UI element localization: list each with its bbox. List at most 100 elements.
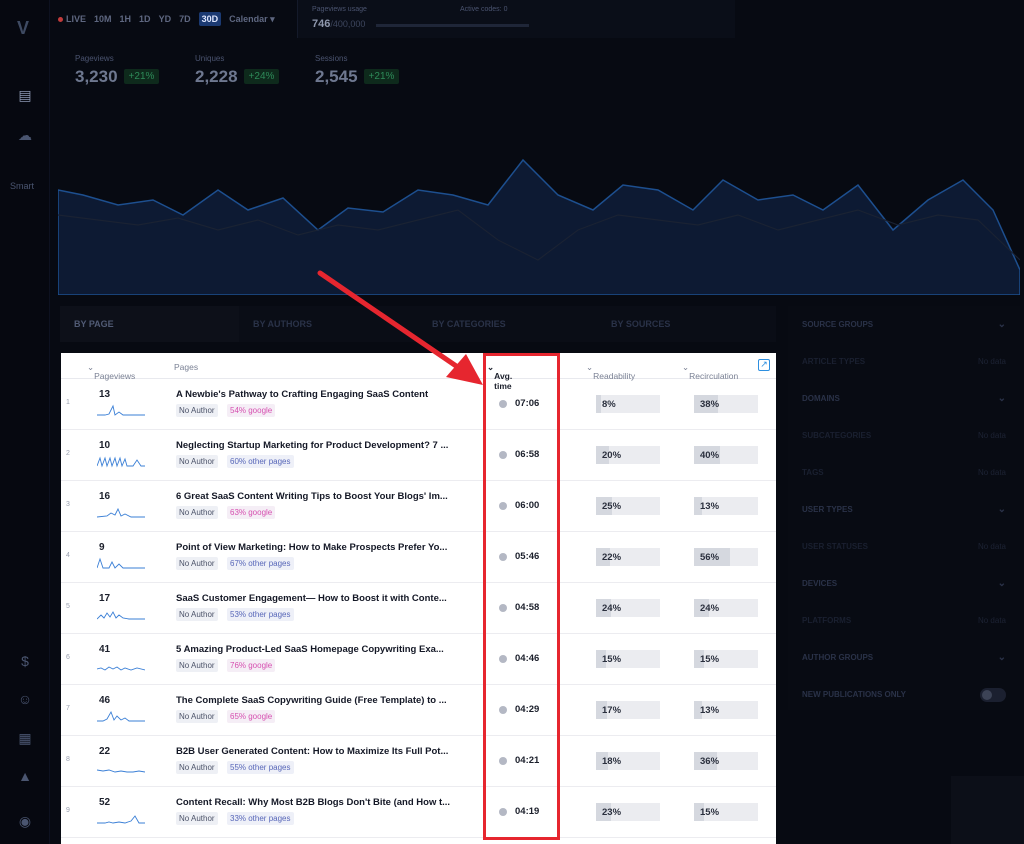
- sort-avg-time[interactable]: ⌄ Avg. time: [487, 362, 513, 391]
- table-row[interactable]: 4 9 Point of View Marketing: How to Make P…: [61, 532, 776, 583]
- filter-new-publications: NEW PUBLICATIONS ONLY: [788, 676, 1020, 713]
- row-pageviews: 9: [99, 542, 105, 553]
- row-page-title[interactable]: Content Recall: Why Most B2B Blogs Don't…: [176, 797, 451, 808]
- row-index: 5: [66, 603, 70, 610]
- table-row[interactable]: 7 46 The Complete SaaS Copywriting Guide (…: [61, 685, 776, 736]
- row-source-tag[interactable]: 54% google: [227, 404, 276, 417]
- row-recirculation-bar: 15%: [694, 650, 758, 668]
- metric-pageviews[interactable]: Pageviews 3,230 +21%: [75, 54, 160, 87]
- metric-sessions[interactable]: Sessions 2,545 +21%: [315, 54, 400, 87]
- table-row[interactable]: 5 17 SaaS Customer Engagement— How to Boos…: [61, 583, 776, 634]
- row-author-tag[interactable]: No Author: [176, 506, 218, 519]
- chevron-down-icon: ⌄: [997, 319, 1006, 330]
- row-page-title[interactable]: A Newbie's Pathway to Crafting Engaging …: [176, 389, 429, 400]
- settings-icon[interactable]: ◉: [18, 813, 32, 829]
- docs-icon[interactable]: ▦: [18, 730, 32, 746]
- row-source-tag[interactable]: 55% other pages: [227, 761, 294, 774]
- breakdown-tabs: BY PAGE BY AUTHORS BY CATEGORIES BY SOUR…: [60, 306, 776, 342]
- row-author-tag[interactable]: No Author: [176, 455, 218, 468]
- filter-article-types[interactable]: ARTICLE TYPES No data: [802, 357, 1006, 366]
- row-source-tag[interactable]: 60% other pages: [227, 455, 294, 468]
- tab-by-categories[interactable]: BY CATEGORIES: [432, 319, 506, 329]
- table-row[interactable]: 1 13 A Newbie's Pathway to Crafting Engagi…: [61, 379, 776, 430]
- row-page-title[interactable]: SaaS Customer Engagement— How to Boost i…: [176, 593, 447, 604]
- table-row[interactable]: 3 16 6 Great SaaS Content Writing Tips to …: [61, 481, 776, 532]
- filter-user-types[interactable]: USER TYPES ⌄: [802, 504, 1006, 515]
- user-icon[interactable]: ☺: [17, 691, 33, 707]
- row-page-title[interactable]: 5 Amazing Product-Led SaaS Homepage Copy…: [176, 644, 444, 655]
- filter-devices[interactable]: DEVICES ⌄: [802, 578, 1006, 589]
- row-author-tag[interactable]: No Author: [176, 557, 218, 570]
- row-author-tag[interactable]: No Author: [176, 812, 218, 825]
- sort-recirculation[interactable]: ⌄ Recirculation: [682, 362, 739, 381]
- filter-author-groups[interactable]: AUTHOR GROUPS ⌄: [802, 652, 1006, 663]
- chevron-down-icon: ⌄: [997, 393, 1006, 404]
- row-readability-bar: 17%: [596, 701, 660, 719]
- filter-domains[interactable]: DOMAINS ⌄: [802, 393, 1006, 404]
- sort-readability[interactable]: ⌄ Readability: [586, 362, 636, 381]
- row-author-tag[interactable]: No Author: [176, 710, 218, 723]
- chevron-down-icon: ⌄: [997, 652, 1006, 663]
- usage-label: Pageviews usage: [312, 6, 367, 13]
- range-yd[interactable]: YD: [158, 14, 172, 24]
- calendar-dropdown[interactable]: Calendar ▾: [229, 13, 275, 24]
- sort-pageviews[interactable]: ⌄ Pageviews: [87, 362, 136, 381]
- row-pageviews: 17: [99, 593, 111, 604]
- row-index: 3: [66, 501, 70, 508]
- range-30d[interactable]: 30D: [198, 12, 222, 26]
- clock-icon: [499, 655, 507, 663]
- row-page-title[interactable]: B2B User Generated Content: How to Maxim…: [176, 746, 449, 757]
- row-index: 8: [66, 756, 70, 763]
- row-source-tag[interactable]: 76% google: [227, 659, 276, 672]
- row-pageviews: 41: [99, 644, 111, 655]
- filter-user-statuses[interactable]: USER STATUSES No data: [802, 542, 1006, 551]
- filter-platforms[interactable]: PLATFORMS No data: [802, 616, 1006, 625]
- cloud-icon[interactable]: ☁: [18, 127, 32, 143]
- row-source-tag[interactable]: 63% google: [227, 506, 276, 519]
- dashboard-icon[interactable]: ▤: [18, 87, 32, 103]
- row-sparkline: [97, 710, 145, 722]
- row-source-tag[interactable]: 33% other pages: [227, 812, 294, 825]
- row-page-title[interactable]: 6 Great SaaS Content Writing Tips to Boo…: [176, 491, 448, 502]
- billing-icon[interactable]: $: [21, 653, 29, 669]
- filter-source-groups[interactable]: SOURCE GROUPS ⌄: [802, 319, 1006, 330]
- range-7d[interactable]: 7D: [179, 14, 191, 24]
- row-recirculation-bar: 24%: [694, 599, 758, 617]
- row-author-tag[interactable]: No Author: [176, 761, 218, 774]
- tab-by-page[interactable]: BY PAGE: [60, 306, 239, 342]
- pages-table: ⌄ Pageviews Pages ⌄ Avg. time ⌄ Readabil…: [61, 353, 776, 844]
- row-source-tag[interactable]: 65% google: [227, 710, 276, 723]
- row-avg-time: 06:00: [515, 500, 540, 511]
- row-source-tag[interactable]: 67% other pages: [227, 557, 294, 570]
- table-row[interactable]: 8 22 B2B User Generated Content: How to Ma…: [61, 736, 776, 787]
- range-1h[interactable]: 1H: [119, 14, 132, 24]
- education-icon[interactable]: ▲: [18, 768, 32, 784]
- clock-icon: [499, 502, 507, 510]
- app-logo[interactable]: V: [17, 18, 30, 38]
- row-author-tag[interactable]: No Author: [176, 608, 218, 621]
- tab-by-sources[interactable]: BY SOURCES: [611, 319, 671, 329]
- range-10m[interactable]: 10M: [94, 14, 112, 24]
- table-row[interactable]: 9 52 Content Recall: Why Most B2B Blogs Do…: [61, 787, 776, 838]
- row-author-tag[interactable]: No Author: [176, 404, 218, 417]
- row-author-tag[interactable]: No Author: [176, 659, 218, 672]
- time-range-bar: LIVE 10M 1H 1D YD 7D 30D Calendar ▾: [58, 8, 275, 30]
- row-page-title[interactable]: Point of View Marketing: How to Make Pro…: [176, 542, 448, 553]
- range-1d[interactable]: 1D: [139, 14, 151, 24]
- live-button[interactable]: LIVE: [58, 14, 86, 24]
- row-page-title[interactable]: Neglecting Startup Marketing for Product…: [176, 440, 449, 451]
- smart-nav-label[interactable]: Smart: [10, 181, 35, 191]
- tab-by-authors[interactable]: BY AUTHORS: [253, 319, 313, 329]
- table-row[interactable]: 6 41 5 Amazing Product-Led SaaS Homepage C…: [61, 634, 776, 685]
- new-publications-toggle[interactable]: [980, 687, 1006, 702]
- row-avg-time: 04:29: [515, 704, 540, 715]
- row-sparkline: [97, 557, 145, 569]
- row-source-tag[interactable]: 53% other pages: [227, 608, 294, 621]
- filter-subcategories[interactable]: SUBCATEGORIES No data: [802, 431, 1006, 440]
- metric-uniques[interactable]: Uniques 2,228 +24%: [195, 54, 280, 87]
- filter-tags[interactable]: TAGS No data: [802, 468, 1006, 477]
- table-row[interactable]: 2 10 Neglecting Startup Marketing for Prod…: [61, 430, 776, 481]
- external-link-icon[interactable]: ↗: [758, 359, 770, 371]
- row-recirculation-bar: 56%: [694, 548, 758, 566]
- row-page-title[interactable]: The Complete SaaS Copywriting Guide (Fre…: [176, 695, 447, 706]
